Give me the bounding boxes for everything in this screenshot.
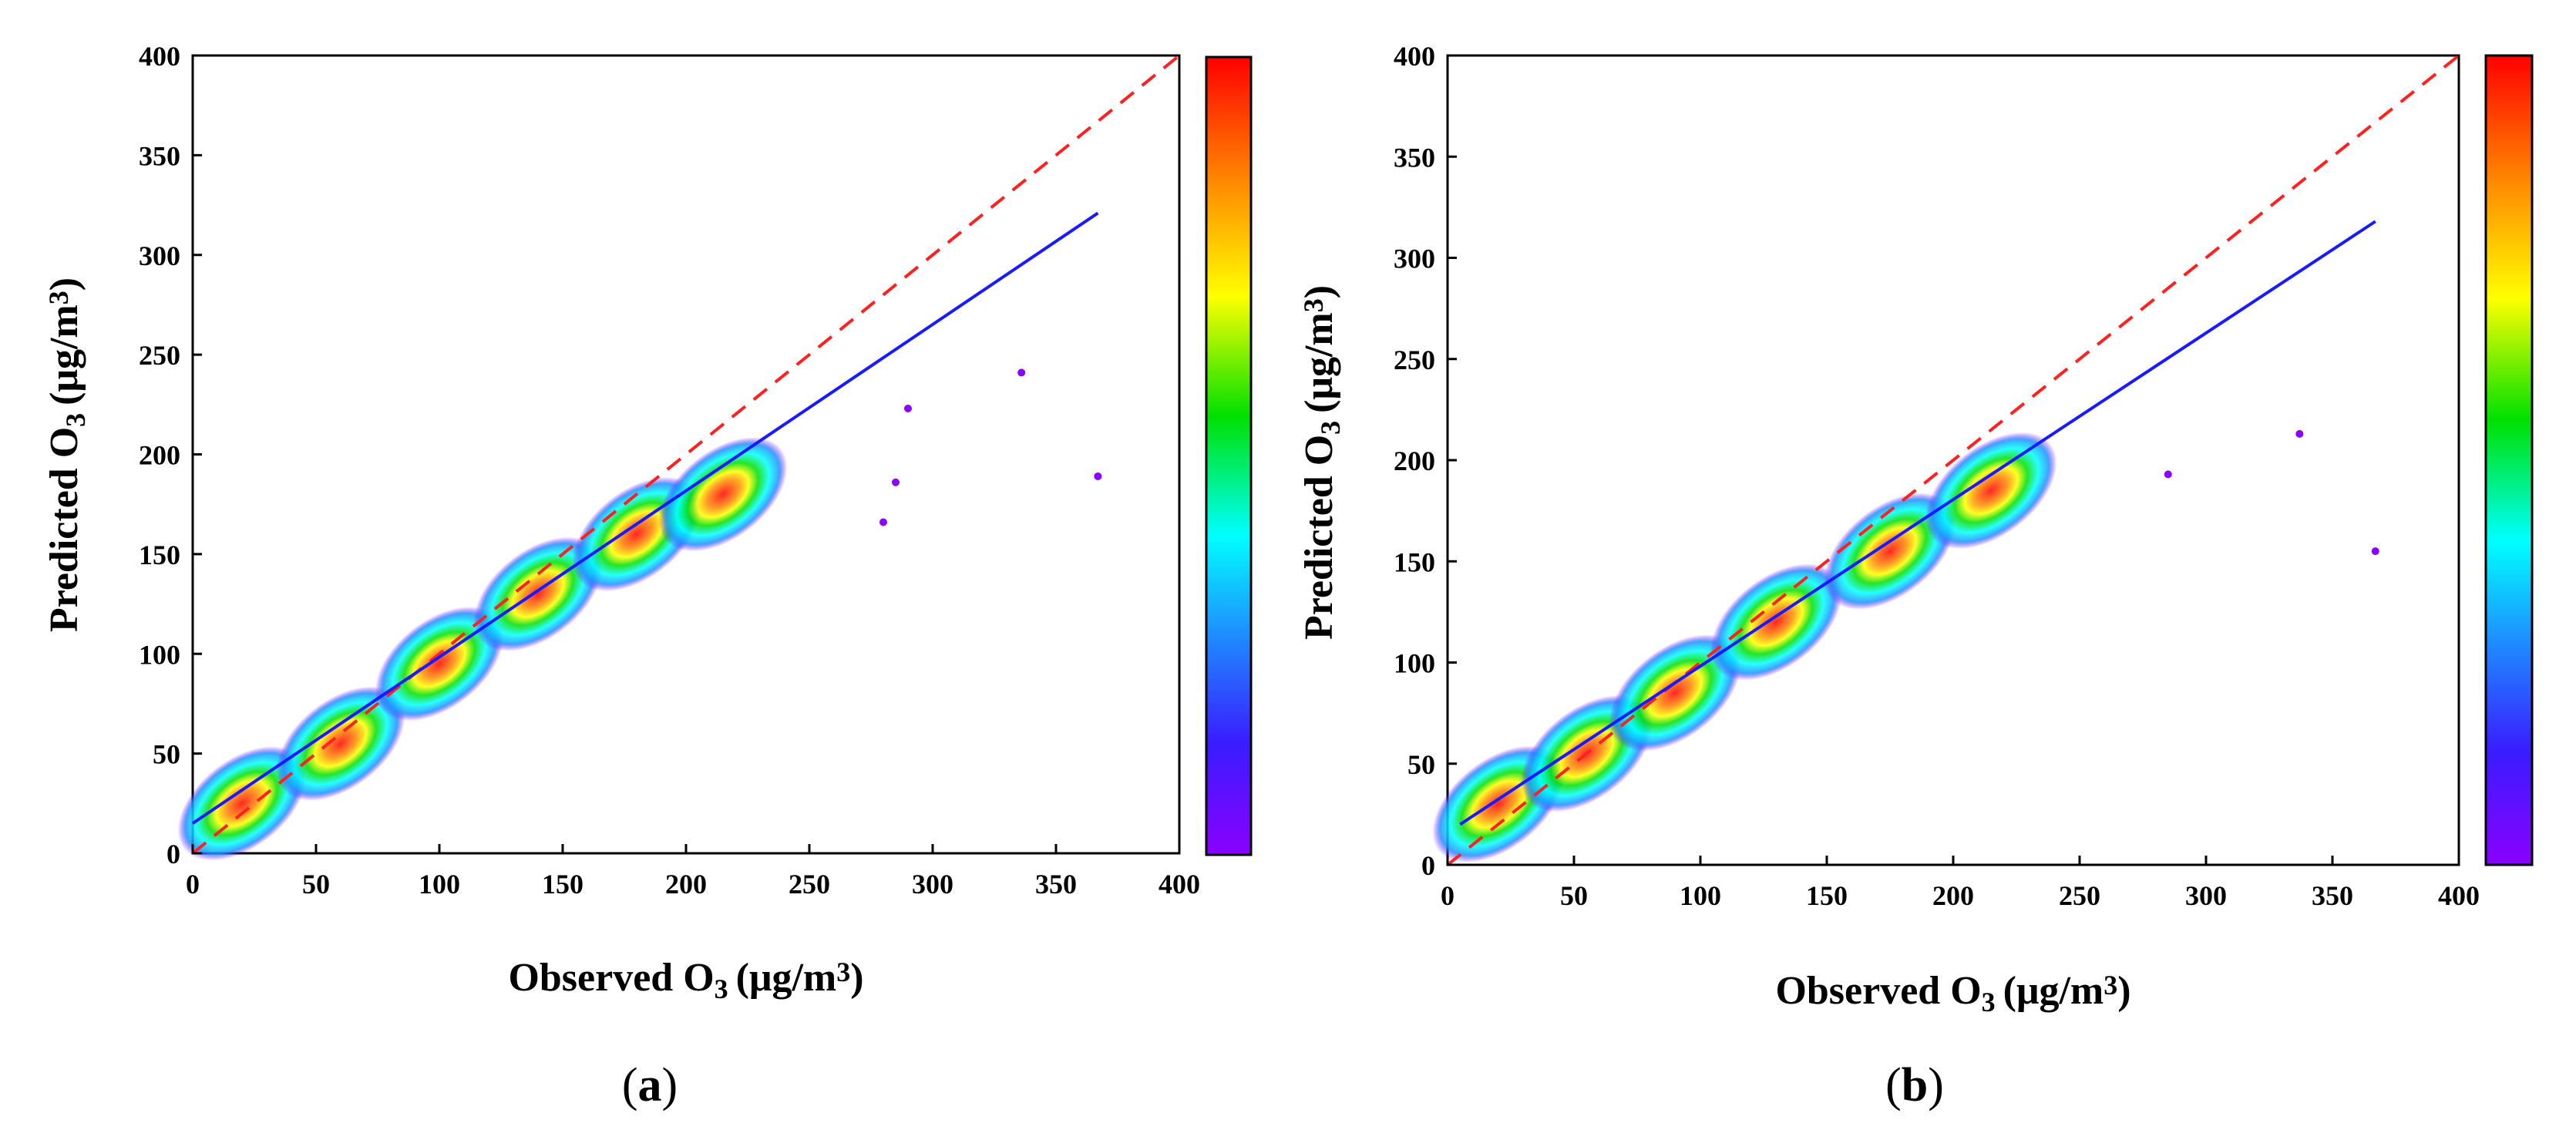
regression-line <box>191 211 1099 825</box>
chart-marks <box>191 54 1181 855</box>
y-tick-label: 100 <box>139 639 180 670</box>
chart-marks <box>1446 54 2460 866</box>
y-tick-label: 250 <box>139 340 180 371</box>
y-tick-label: 0 <box>1421 850 1435 881</box>
regression-line <box>1459 220 2376 826</box>
outlier-point <box>2371 547 2379 556</box>
y-tick-label: 50 <box>153 739 180 770</box>
y-tick-label: 200 <box>139 440 180 471</box>
x-tick-label: 250 <box>2059 880 2100 911</box>
one-to-one-line <box>191 54 1181 855</box>
y-tick-label: 350 <box>139 140 180 171</box>
x-tick-label: 400 <box>1159 869 1200 900</box>
density-blob <box>1609 634 1741 752</box>
y-tick-label: 400 <box>1394 41 1435 72</box>
density-cloud <box>177 437 788 861</box>
x-tick-label: 0 <box>186 869 200 900</box>
x-tick-label: 0 <box>1441 880 1454 911</box>
panel-label: (b) <box>1885 1059 1944 1112</box>
x-tick-label: 200 <box>665 869 707 900</box>
panel-label: (a) <box>622 1059 678 1112</box>
x-tick-label: 300 <box>2185 880 2227 911</box>
outlier-point <box>904 404 912 412</box>
x-axis-title: Observed O3 (μg/m3) <box>508 956 863 1004</box>
outlier-point <box>1017 368 1026 377</box>
density-blob <box>1925 432 2057 550</box>
x-tick-label: 100 <box>1680 880 1721 911</box>
x-tick-label: 150 <box>542 869 583 900</box>
density-blob <box>276 686 405 801</box>
x-tick-label: 400 <box>2438 880 2480 911</box>
y-tick-label: 300 <box>139 240 180 271</box>
x-tick-label: 50 <box>302 869 330 900</box>
y-axis-title: Predicted O3(μg/m3) <box>42 277 91 632</box>
x-tick-label: 350 <box>1035 869 1077 900</box>
tick-labels: 0 50 100 150 200 250 300 350 400 0 50 100 150 200 250 3… <box>139 41 1200 900</box>
y-tick-label: 100 <box>1394 648 1435 679</box>
outlier-point <box>2164 470 2172 479</box>
y-tick-label: 200 <box>1394 446 1435 476</box>
density-blob <box>177 746 307 861</box>
x-tick-label: 50 <box>1560 880 1588 911</box>
outlier-point <box>879 518 887 526</box>
density-blob <box>1824 493 1956 610</box>
outlier-point <box>1094 472 1102 480</box>
colorbar <box>2484 54 2534 866</box>
panel-a: 0 50 100 150 200 250 300 350 400 0 50 100 150 200 250 3… <box>42 41 1253 1112</box>
x-tick-label: 100 <box>419 869 460 900</box>
y-axis-title: Predicted O3(μg/m3) <box>1297 285 1346 640</box>
one-to-one-line <box>1446 54 2460 866</box>
tick-labels: 0 50 100 150 200 250 300 350 400 0 50 100 150 200 250 3… <box>1394 41 2480 911</box>
density-cloud <box>1432 432 2057 863</box>
panel-b: 0 50 100 150 200 250 300 350 400 0 50 100 150 200 250 3… <box>1297 41 2534 1112</box>
outlier-point <box>2295 429 2304 438</box>
x-axis-title: Observed O3 (μg/m3) <box>1775 969 2130 1017</box>
x-tick-label: 350 <box>2312 880 2353 911</box>
x-tick-label: 150 <box>1806 880 1848 911</box>
outlier-point <box>892 478 900 486</box>
y-tick-label: 350 <box>1394 142 1435 173</box>
y-tick-label: 0 <box>166 839 180 869</box>
x-tick-label: 250 <box>789 869 830 900</box>
y-tick-label: 150 <box>1394 547 1435 577</box>
y-tick-label: 400 <box>139 41 180 72</box>
density-blob <box>473 536 603 651</box>
y-tick-label: 250 <box>1394 345 1435 375</box>
x-tick-label: 200 <box>1932 880 1974 911</box>
y-tick-label: 150 <box>139 540 180 570</box>
y-tick-label: 50 <box>1407 749 1435 780</box>
density-blob <box>658 437 788 552</box>
colorbar <box>1205 55 1253 856</box>
x-tick-label: 300 <box>912 869 953 900</box>
y-tick-label: 300 <box>1394 244 1435 274</box>
